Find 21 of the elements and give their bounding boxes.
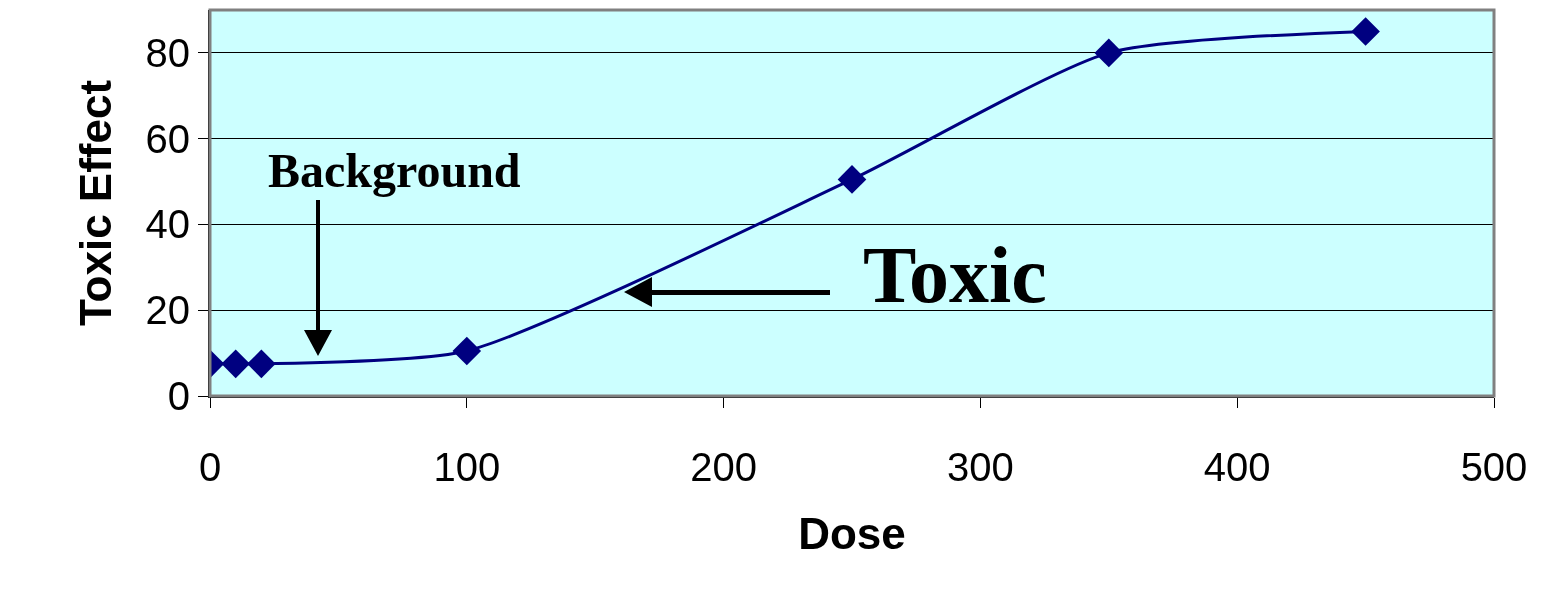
point <box>1351 17 1380 46</box>
y-tick-label: 0 <box>167 374 190 418</box>
y-tick-label: 60 <box>145 116 190 161</box>
x-tick-label: 0 <box>198 445 222 489</box>
x-axis-title: Dose <box>798 508 906 558</box>
point <box>247 349 276 379</box>
annotation: Background <box>268 144 521 197</box>
x-tick-label: 300 <box>947 445 1014 489</box>
point <box>837 165 867 194</box>
y-tick-label: 20 <box>145 288 190 333</box>
y-axis-title: Toxic Effect <box>71 79 121 327</box>
point <box>452 336 482 366</box>
x-tick-label: 400 <box>1203 445 1271 489</box>
y-tick-label: 40 <box>145 202 190 247</box>
annotation: Toxic <box>863 231 1047 319</box>
point <box>1094 38 1124 68</box>
x-tick-label: 500 <box>1460 445 1528 489</box>
y-tick-label: 80 <box>145 30 190 75</box>
x-tick-label: 100 <box>433 445 501 489</box>
point <box>221 349 250 379</box>
x-tick-label: 200 <box>690 445 757 489</box>
